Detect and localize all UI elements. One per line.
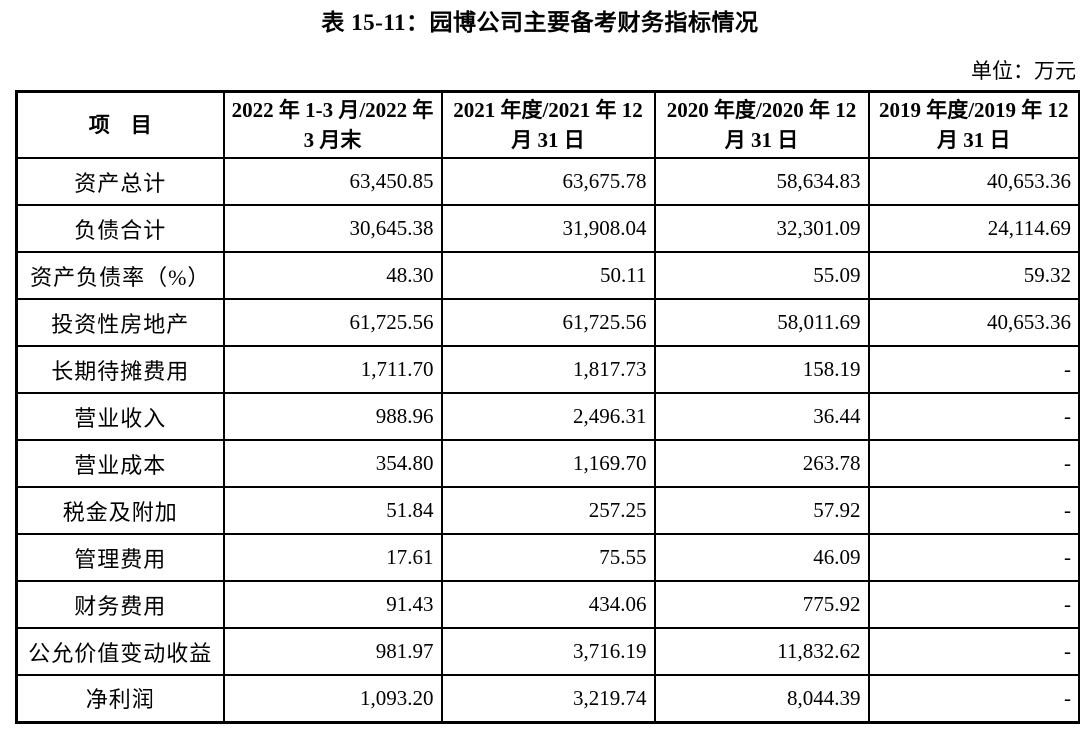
financial-table-container: 项 目 2022 年 1-3 月/2022 年 3 月末 2021 年度/202…	[15, 90, 1080, 724]
value-cell: 3,219.74	[440, 674, 656, 723]
header-item: 项 目	[15, 90, 225, 159]
value-cell: 24,114.69	[867, 204, 1080, 253]
row-label: 财务费用	[15, 580, 225, 629]
row-label: 公允价值变动收益	[15, 627, 225, 676]
value-cell: -	[867, 345, 1080, 394]
value-cell: 75.55	[440, 533, 656, 582]
value-cell: 354.80	[222, 439, 443, 488]
table-row: 税金及附加 51.84 257.25 57.92 -	[15, 486, 1080, 535]
table-row: 营业收入 988.96 2,496.31 36.44 -	[15, 392, 1080, 441]
table-row: 投资性房地产 61,725.56 61,725.56 58,011.69 40,…	[15, 298, 1080, 347]
value-cell: 31,908.04	[440, 204, 656, 253]
value-cell: -	[867, 392, 1080, 441]
header-period-2021: 2021 年度/2021 年 12 月 31 日	[440, 90, 656, 159]
value-cell: 59.32	[867, 251, 1080, 300]
header-period-2019: 2019 年度/2019 年 12 月 31 日	[867, 90, 1080, 159]
table-row: 长期待摊费用 1,711.70 1,817.73 158.19 -	[15, 345, 1080, 394]
value-cell: 91.43	[222, 580, 443, 629]
value-cell: 263.78	[653, 439, 870, 488]
value-cell: 36.44	[653, 392, 870, 441]
value-cell: -	[867, 627, 1080, 676]
row-label: 税金及附加	[15, 486, 225, 535]
row-label: 管理费用	[15, 533, 225, 582]
table-row: 资产负债率（%） 48.30 50.11 55.09 59.32	[15, 251, 1080, 300]
value-cell: -	[867, 486, 1080, 535]
value-cell: 2,496.31	[440, 392, 656, 441]
value-cell: 17.61	[222, 533, 443, 582]
table-row: 营业成本 354.80 1,169.70 263.78 -	[15, 439, 1080, 488]
value-cell: 11,832.62	[653, 627, 870, 676]
row-label: 营业成本	[15, 439, 225, 488]
value-cell: -	[867, 580, 1080, 629]
value-cell: 40,653.36	[867, 157, 1080, 206]
row-label: 负债合计	[15, 204, 225, 253]
table-row: 财务费用 91.43 434.06 775.92 -	[15, 580, 1080, 629]
value-cell: 57.92	[653, 486, 870, 535]
value-cell: -	[867, 674, 1080, 723]
value-cell: 58,011.69	[653, 298, 870, 347]
unit-note: 单位：万元	[971, 59, 1076, 83]
table-row: 资产总计 63,450.85 63,675.78 58,634.83 40,65…	[15, 157, 1080, 206]
value-cell: 58,634.83	[653, 157, 870, 206]
value-cell: 61,725.56	[222, 298, 443, 347]
row-label: 营业收入	[15, 392, 225, 441]
financial-indicators-table: 项 目 2022 年 1-3 月/2022 年 3 月末 2021 年度/202…	[15, 90, 1080, 724]
row-label: 长期待摊费用	[15, 345, 225, 394]
value-cell: 63,675.78	[440, 157, 656, 206]
value-cell: 1,169.70	[440, 439, 656, 488]
value-cell: 30,645.38	[222, 204, 443, 253]
value-cell: 1,711.70	[222, 345, 443, 394]
value-cell: 158.19	[653, 345, 870, 394]
value-cell: 46.09	[653, 533, 870, 582]
value-cell: 51.84	[222, 486, 443, 535]
row-label: 净利润	[15, 674, 225, 723]
table-body: 资产总计 63,450.85 63,675.78 58,634.83 40,65…	[15, 157, 1080, 723]
value-cell: 61,725.56	[440, 298, 656, 347]
row-label: 资产负债率（%）	[15, 251, 225, 300]
row-label: 投资性房地产	[15, 298, 225, 347]
value-cell: 775.92	[653, 580, 870, 629]
value-cell: 50.11	[440, 251, 656, 300]
value-cell: 55.09	[653, 251, 870, 300]
table-row: 负债合计 30,645.38 31,908.04 32,301.09 24,11…	[15, 204, 1080, 253]
value-cell: 40,653.36	[867, 298, 1080, 347]
value-cell: -	[867, 439, 1080, 488]
row-label: 资产总计	[15, 157, 225, 206]
value-cell: 434.06	[440, 580, 656, 629]
value-cell: -	[867, 533, 1080, 582]
value-cell: 257.25	[440, 486, 656, 535]
header-period-2020: 2020 年度/2020 年 12 月 31 日	[653, 90, 870, 159]
value-cell: 981.97	[222, 627, 443, 676]
value-cell: 63,450.85	[222, 157, 443, 206]
value-cell: 3,716.19	[440, 627, 656, 676]
header-row: 项 目 2022 年 1-3 月/2022 年 3 月末 2021 年度/202…	[15, 90, 1080, 159]
table-row: 管理费用 17.61 75.55 46.09 -	[15, 533, 1080, 582]
table-row: 净利润 1,093.20 3,219.74 8,044.39 -	[15, 674, 1080, 723]
value-cell: 1,817.73	[440, 345, 656, 394]
value-cell: 48.30	[222, 251, 443, 300]
value-cell: 32,301.09	[653, 204, 870, 253]
table-title: 表 15-11：园博公司主要备考财务指标情况	[321, 10, 759, 35]
table-header: 项 目 2022 年 1-3 月/2022 年 3 月末 2021 年度/202…	[15, 90, 1080, 159]
table-row: 公允价值变动收益 981.97 3,716.19 11,832.62 -	[15, 627, 1080, 676]
value-cell: 8,044.39	[653, 674, 870, 723]
header-period-2022: 2022 年 1-3 月/2022 年 3 月末	[222, 90, 443, 159]
value-cell: 988.96	[222, 392, 443, 441]
value-cell: 1,093.20	[222, 674, 443, 723]
